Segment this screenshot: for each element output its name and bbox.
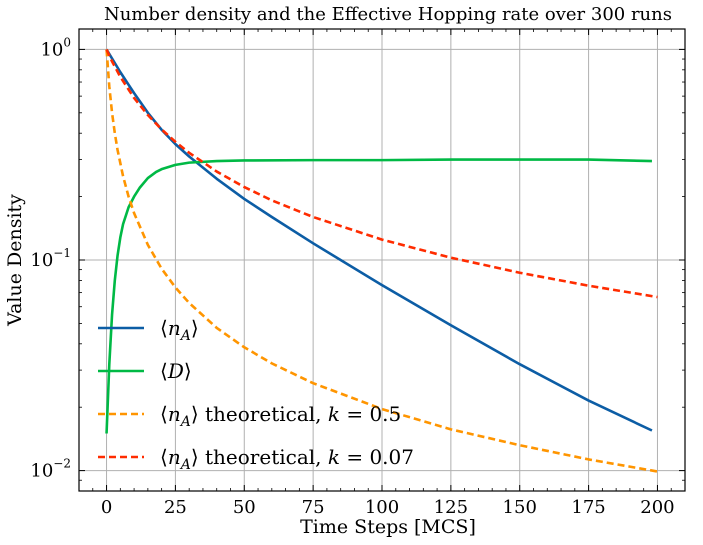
series-line-3 bbox=[105, 48, 658, 299]
x-axis-label: Time Steps [MCS] bbox=[300, 516, 476, 538]
series-line-2 bbox=[105, 49, 658, 473]
x-tick-label: 200 bbox=[640, 497, 674, 518]
y-axis-label: Value Density bbox=[4, 194, 26, 327]
x-tick-label: 25 bbox=[164, 497, 187, 518]
grid bbox=[79, 29, 685, 491]
x-tick-label: 150 bbox=[503, 497, 537, 518]
plot-series bbox=[105, 48, 658, 473]
legend-label: ⟨nA⟩ bbox=[160, 316, 199, 344]
x-tick-label: 0 bbox=[101, 497, 112, 518]
legend: ⟨nA⟩ ⟨D⟩ ⟨nA⟩ theoretical, k = 0.5 ⟨nA⟩ the… bbox=[98, 316, 414, 473]
y-tick-label: 100 bbox=[40, 35, 71, 60]
x-tick-label: 100 bbox=[365, 497, 399, 518]
x-tick-label: 50 bbox=[233, 497, 256, 518]
y-tick-labels: 100 10−1 10−2 bbox=[30, 35, 71, 481]
chart-title: Number density and the Effective Hopping… bbox=[104, 4, 672, 25]
axis-ticks bbox=[79, 29, 685, 492]
legend-label: ⟨D⟩ bbox=[160, 359, 192, 383]
legend-label: ⟨nA⟩ theoretical, k = 0.5 bbox=[160, 402, 401, 430]
series-line-1 bbox=[105, 158, 652, 434]
y-tick-label: 10−2 bbox=[30, 457, 71, 482]
x-tick-label: 75 bbox=[302, 497, 325, 518]
legend-label: ⟨nA⟩ theoretical, k = 0.07 bbox=[160, 445, 414, 473]
x-tick-labels: 0 25 50 75 100 125 150 175 200 bbox=[101, 497, 675, 518]
x-tick-label: 125 bbox=[434, 497, 468, 518]
y-tick-label: 10−1 bbox=[30, 246, 71, 271]
series-line-0 bbox=[105, 48, 653, 432]
x-tick-label: 175 bbox=[571, 497, 605, 518]
